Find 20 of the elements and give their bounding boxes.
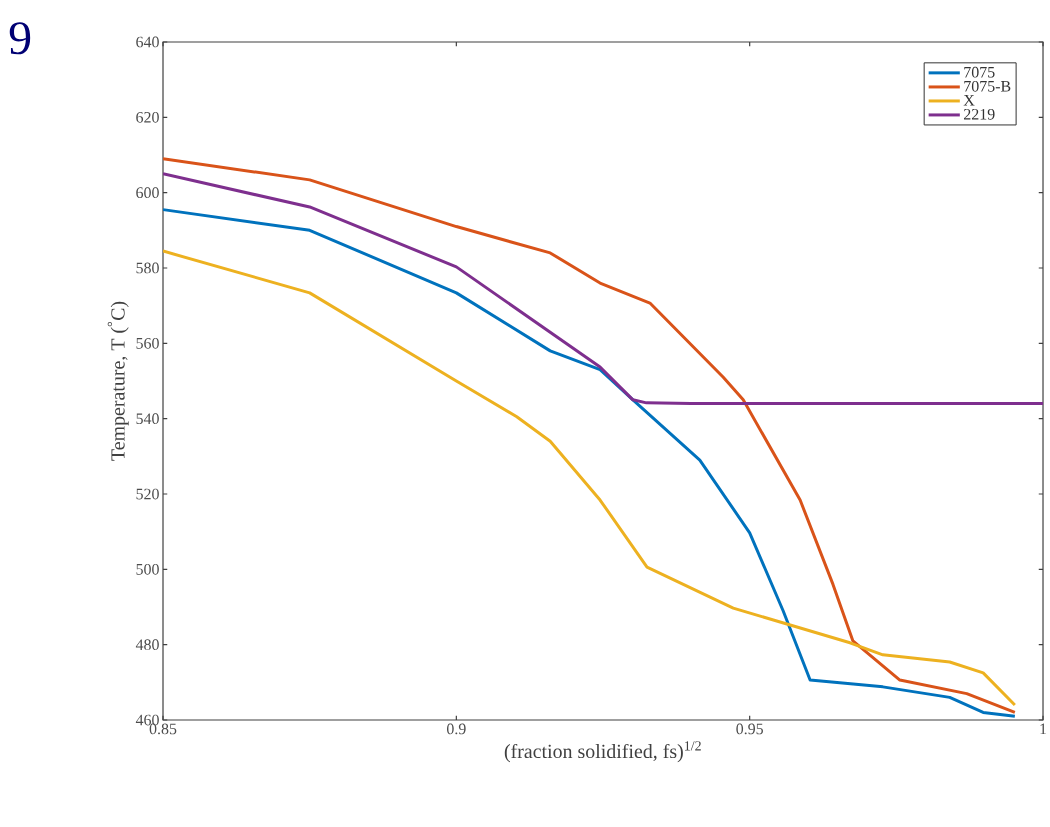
legend-label: 7075 (964, 66, 995, 78)
y-tick-label: 640 (136, 36, 159, 48)
legend-label: 7075-B (964, 80, 1011, 92)
y-tick-label: 500 (136, 563, 159, 575)
x-tick-label: 1 (1040, 723, 1047, 735)
x-axis-title: (fraction solidified, fs)$^{1/2}$ (504, 741, 701, 763)
legend-label: X (963, 94, 975, 106)
x-tick-label: 0.9 (446, 723, 466, 735)
y-axis-title: Temperature, T ($^{°}$C) (107, 301, 129, 461)
legend-label: 2219 (964, 108, 995, 120)
y-tick-label: 580 (136, 262, 159, 274)
y-tick-label: 560 (136, 337, 159, 349)
y-tick-label: 540 (136, 413, 159, 425)
x-tick-label: 0.95 (736, 723, 763, 735)
line-series (163, 172, 1044, 406)
y-tick-label: 600 (136, 187, 159, 199)
text: 9 (9, 22, 31, 55)
y-tick-label: 480 (135, 639, 159, 651)
y-tick-label: 620 (136, 111, 159, 123)
y-tick-label: 520 (136, 488, 159, 500)
